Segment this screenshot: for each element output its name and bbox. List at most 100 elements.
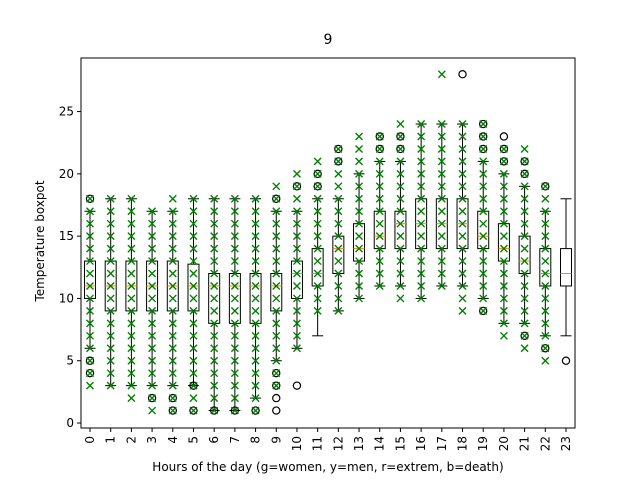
point (313, 281, 322, 290)
point (334, 207, 343, 216)
point (230, 331, 239, 340)
point (334, 306, 343, 315)
point (106, 381, 115, 390)
point (272, 194, 281, 203)
point (396, 194, 405, 203)
point (417, 244, 426, 253)
flier (479, 144, 488, 154)
point (230, 344, 239, 353)
point (520, 306, 529, 315)
x-tick-label: 4 (166, 436, 180, 444)
point (313, 269, 322, 278)
point (86, 207, 94, 216)
point (148, 306, 157, 315)
point (230, 381, 239, 390)
point (437, 144, 446, 153)
point (230, 269, 239, 278)
point (148, 207, 157, 216)
point (541, 331, 550, 340)
point (520, 244, 529, 253)
point (417, 120, 426, 129)
point (458, 294, 467, 303)
point (272, 182, 281, 191)
point (189, 369, 198, 378)
point (210, 257, 219, 266)
point (86, 194, 94, 203)
point (520, 194, 529, 203)
point (458, 120, 467, 129)
point (355, 232, 364, 241)
point (230, 194, 239, 203)
point (313, 157, 322, 166)
point (189, 331, 198, 340)
point (541, 281, 550, 290)
flier (189, 381, 198, 390)
point (210, 369, 219, 378)
point (127, 331, 136, 340)
flier (189, 406, 198, 415)
x-tick-label: 7 (228, 436, 242, 444)
x-tick-label: 2 (124, 436, 138, 444)
point (127, 232, 136, 241)
point (541, 182, 550, 191)
point (86, 306, 94, 315)
point (210, 232, 219, 241)
point (479, 169, 488, 178)
point (355, 269, 364, 278)
point (396, 132, 405, 141)
point (189, 257, 198, 266)
point (479, 232, 488, 241)
point (396, 169, 405, 178)
point (499, 306, 508, 315)
point (375, 169, 384, 178)
point (458, 219, 467, 228)
point (230, 244, 239, 253)
point (499, 169, 508, 178)
point (251, 306, 260, 315)
point (189, 194, 198, 203)
point (168, 294, 177, 303)
point (292, 344, 301, 353)
flier (313, 169, 322, 179)
point (499, 281, 508, 290)
point (292, 306, 301, 315)
point (334, 244, 343, 253)
point (148, 269, 157, 278)
point (437, 219, 446, 228)
point (272, 257, 281, 266)
point (127, 394, 136, 403)
point (86, 344, 94, 353)
point (272, 344, 281, 353)
point (230, 319, 239, 328)
point (417, 281, 426, 290)
point (168, 406, 177, 415)
point (210, 269, 219, 278)
point (86, 257, 94, 266)
point (396, 232, 405, 241)
point (375, 244, 384, 253)
point (168, 344, 177, 353)
point (334, 157, 343, 166)
x-tick-label: 15 (393, 436, 407, 451)
flier (479, 306, 488, 316)
y-tick-label: 25 (59, 105, 74, 119)
point (292, 331, 301, 340)
x-tick-label: 22 (538, 436, 552, 451)
point (520, 269, 529, 278)
point (437, 120, 446, 129)
point (520, 157, 529, 166)
point (479, 182, 488, 191)
point (313, 244, 322, 253)
point (499, 157, 508, 166)
flier (499, 144, 509, 154)
point (86, 219, 94, 228)
x-tick-label: 8 (249, 436, 263, 444)
point (86, 381, 94, 390)
point (313, 232, 322, 241)
x-tick-label: 5 (186, 436, 200, 444)
point (189, 269, 198, 278)
chart-title: 9 (324, 32, 333, 48)
point (334, 169, 343, 178)
point (355, 207, 364, 216)
point (127, 306, 136, 315)
